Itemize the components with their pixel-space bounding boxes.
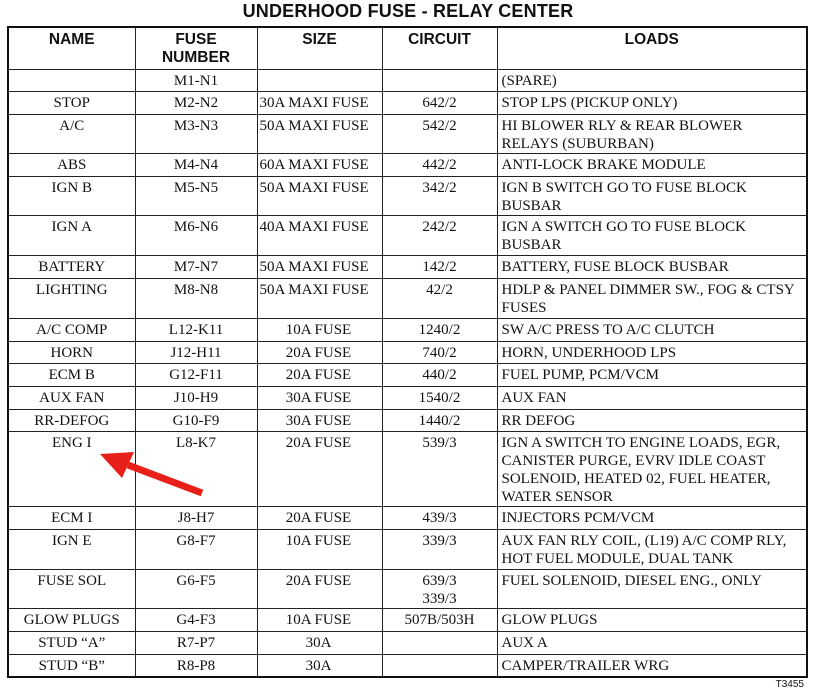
cell-fuse-number: L12-K11 <box>134 317 258 342</box>
cell-loads: GLOW PLUGS <box>496 607 808 632</box>
header-circuit: CIRCUIT <box>381 26 498 70</box>
header-name: NAME <box>7 26 136 70</box>
cell-fuse-number: R7-P7 <box>134 630 258 655</box>
cell-circuit: 42/2 <box>381 277 498 319</box>
cell-name: IGN B <box>7 175 136 216</box>
table-row: M1-N1 (SPARE) <box>7 68 808 92</box>
cell-fuse-number: M4-N4 <box>134 152 258 177</box>
cell-circuit: 142/2 <box>381 254 498 279</box>
cell-size: 60A MAXI FUSE <box>256 152 383 177</box>
cell-size: 50A MAXI FUSE <box>256 277 383 319</box>
table-row: ENG I L8-K7 20A FUSE 539/3 IGN A SWITCH TO E… <box>7 430 808 507</box>
cell-size: 50A MAXI FUSE <box>256 113 383 154</box>
table-row: IGN E G8-F7 10A FUSE 339/3 AUX FAN RLY COIL,… <box>7 528 808 570</box>
cell-loads: FUEL PUMP, PCM/VCM <box>496 362 808 387</box>
table-row: IGN A M6-N6 40A MAXI FUSE 242/2 IGN A SWITCH… <box>7 214 808 256</box>
cell-name: ECM B <box>7 362 136 387</box>
cell-circuit: 339/3 <box>381 528 498 570</box>
fuse-relay-table: NAME FUSE NUMBER SIZE CIRCUIT LOADS M1-N… <box>7 26 808 678</box>
cell-fuse-number: G6-F5 <box>134 568 258 609</box>
cell-fuse-number: R8-P8 <box>134 653 258 678</box>
cell-loads: HORN, UNDERHOOD LPS <box>496 340 808 364</box>
cell-name: LIGHTING <box>7 277 136 319</box>
cell-fuse-number: M8-N8 <box>134 277 258 319</box>
cell-size: 20A FUSE <box>256 505 383 530</box>
cell-loads: SW A/C PRESS TO A/C CLUTCH <box>496 317 808 342</box>
figure-code: T3455 <box>775 679 804 690</box>
cell-circuit: 642/2 <box>381 90 498 115</box>
table-row: AUX FAN J10-H9 30A FUSE 1540/2 AUX FAN <box>7 385 808 410</box>
cell-circuit: 439/3 <box>381 505 498 530</box>
cell-size: 20A FUSE <box>256 340 383 364</box>
cell-name: GLOW PLUGS <box>7 607 136 632</box>
cell-name: HORN <box>7 340 136 364</box>
table-row: ECM I J8-H7 20A FUSE 439/3 INJECTORS PCM/VCM <box>7 505 808 530</box>
cell-fuse-number: M3-N3 <box>134 113 258 154</box>
page-title: UNDERHOOD FUSE - RELAY CENTER <box>242 1 574 21</box>
cell-circuit: 740/2 <box>381 340 498 364</box>
cell-size: 40A MAXI FUSE <box>256 214 383 256</box>
cell-circuit: 542/2 <box>381 113 498 154</box>
table-row: IGN B M5-N5 50A MAXI FUSE 342/2 IGN B SWITCH… <box>7 175 808 216</box>
arrow-head <box>100 452 134 478</box>
cell-circuit: 442/2 <box>381 152 498 177</box>
cell-loads: IGN B SWITCH GO TO FUSE BLOCK BUSBAR <box>496 175 808 216</box>
cell-loads: ANTI-LOCK BRAKE MODULE <box>496 152 808 177</box>
cell-circuit: 1440/2 <box>381 408 498 432</box>
arrow-shaft <box>126 461 204 497</box>
cell-loads: BATTERY, FUSE BLOCK BUSBAR <box>496 254 808 279</box>
table-row: HORN J12-H11 20A FUSE 740/2 HORN, UNDERHOOD … <box>7 340 808 364</box>
cell-loads: HI BLOWER RLY & REAR BLOWER RELAYS (SUBU… <box>496 113 808 154</box>
cell-fuse-number: G4-F3 <box>134 607 258 632</box>
cell-name: IGN A <box>7 214 136 256</box>
header-fuse-number: FUSE NUMBER <box>134 26 258 70</box>
table-row: ABS M4-N4 60A MAXI FUSE 442/2 ANTI-LOCK BRAK… <box>7 152 808 177</box>
cell-loads: FUEL SOLENOID, DIESEL ENG., ONLY <box>496 568 808 609</box>
cell-circuit: 1240/2 <box>381 317 498 342</box>
cell-loads: INJECTORS PCM/VCM <box>496 505 808 530</box>
cell-size: 30A <box>256 653 383 678</box>
cell-name: STUD “B” <box>7 653 136 678</box>
cell-fuse-number: M1-N1 <box>134 68 258 92</box>
cell-size: 30A <box>256 630 383 655</box>
table-row: LIGHTING M8-N8 50A MAXI FUSE 42/2 HDLP & PAN… <box>7 277 808 319</box>
cell-name: FUSE SOL <box>7 568 136 609</box>
cell-size: 20A FUSE <box>256 430 383 507</box>
table-row: GLOW PLUGS G4-F3 10A FUSE 507B/503H GLOW PLU… <box>7 607 808 632</box>
cell-size: 20A FUSE <box>256 568 383 609</box>
cell-fuse-number: J10-H9 <box>134 385 258 410</box>
cell-size: 50A MAXI FUSE <box>256 175 383 216</box>
cell-fuse-number: G10-F9 <box>134 408 258 432</box>
header-loads: LOADS <box>496 26 808 70</box>
table-row: ECM B G12-F11 20A FUSE 440/2 FUEL PUMP, PCM/… <box>7 362 808 387</box>
table-row: STUD “B” R8-P8 30A CAMPER/TRAILER WRG <box>7 653 808 678</box>
cell-name: AUX FAN <box>7 385 136 410</box>
cell-loads: IGN A SWITCH GO TO FUSE BLOCK BUSBAR <box>496 214 808 256</box>
header-row: NAME FUSE NUMBER SIZE CIRCUIT LOADS <box>7 26 808 70</box>
cell-size: 10A FUSE <box>256 528 383 570</box>
cell-name: ABS <box>7 152 136 177</box>
cell-name: A/C COMP <box>7 317 136 342</box>
cell-loads: CAMPER/TRAILER WRG <box>496 653 808 678</box>
cell-circuit: 507B/503H <box>381 607 498 632</box>
cell-fuse-number: G8-F7 <box>134 528 258 570</box>
cell-loads: AUX FAN <box>496 385 808 410</box>
table-row: RR-DEFOG G10-F9 30A FUSE 1440/2 RR DEFOG <box>7 408 808 432</box>
table-row: A/C COMP L12-K11 10A FUSE 1240/2 SW A/C PRES… <box>7 317 808 342</box>
cell-fuse-number: G12-F11 <box>134 362 258 387</box>
cell-size: 30A MAXI FUSE <box>256 90 383 115</box>
cell-loads: IGN A SWITCH TO ENGINE LOADS, EGR, CANIS… <box>496 430 808 507</box>
table-row: A/C M3-N3 50A MAXI FUSE 542/2 HI BLOWER RLY … <box>7 113 808 154</box>
cell-loads: STOP LPS (PICKUP ONLY) <box>496 90 808 115</box>
cell-name: BATTERY <box>7 254 136 279</box>
cell-circuit: 440/2 <box>381 362 498 387</box>
cell-loads: HDLP & PANEL DIMMER SW., FOG & CTSY FUSE… <box>496 277 808 319</box>
table-row: STOP M2-N2 30A MAXI FUSE 642/2 STOP LPS (PIC… <box>7 90 808 115</box>
cell-fuse-number: M6-N6 <box>134 214 258 256</box>
